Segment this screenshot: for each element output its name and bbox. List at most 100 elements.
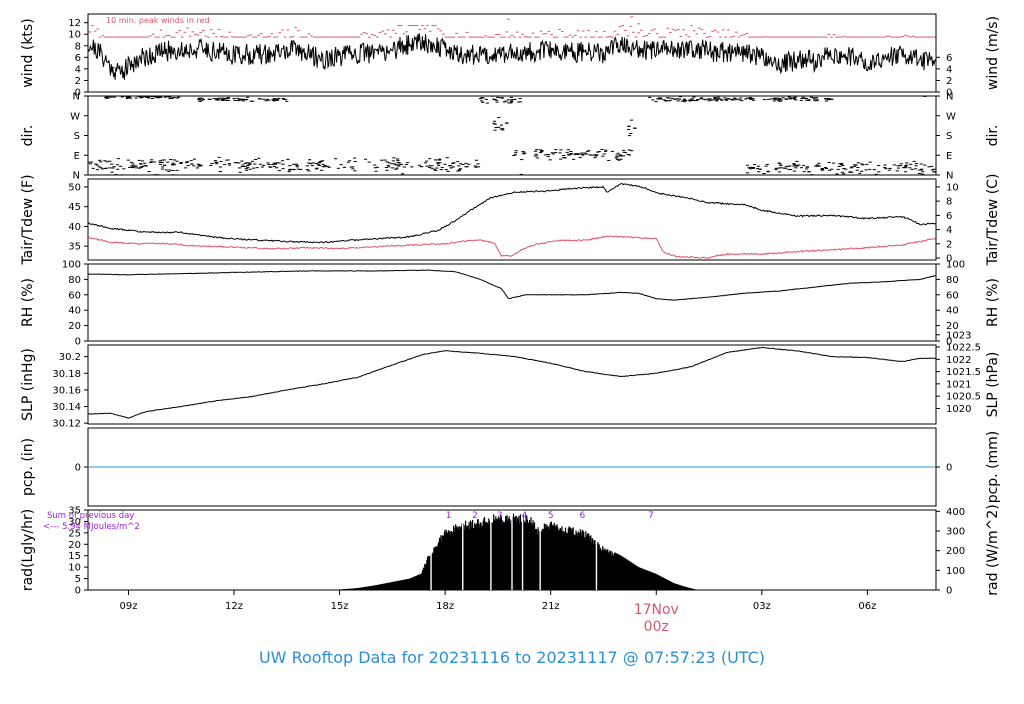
left-tick-label: 20 xyxy=(68,321,81,332)
left-tick-label: W xyxy=(70,111,80,122)
left-tick-label: 40 xyxy=(68,222,81,233)
x-tick-label: 06z xyxy=(858,601,876,612)
right-tick-label: 0 xyxy=(946,337,952,348)
right-tick-label: W xyxy=(946,111,956,122)
right-tick-label: 1021 xyxy=(946,379,971,390)
left-tick-label: 8 xyxy=(75,41,81,52)
x-tick-label: 09z xyxy=(119,601,137,612)
left-tick-label: 4 xyxy=(75,64,81,75)
left-axis-label: dir. xyxy=(20,125,36,147)
left-tick-label: 0 xyxy=(75,88,81,99)
right-tick-label: 0 xyxy=(946,586,952,597)
peak-wind-note: 10 min. peak winds in red xyxy=(106,16,210,25)
left-tick-label: 0 xyxy=(75,337,81,348)
panel-frame xyxy=(87,344,937,425)
hour-mark-label: 1 xyxy=(446,511,452,521)
left-tick-label: 35 xyxy=(68,506,81,517)
panel-rad: rad(Lgly/hr) rad (W/m^2)05101520253035010… xyxy=(20,504,1001,596)
left-tick-label: 25 xyxy=(68,528,81,539)
right-axis-label: SLP (hPa) xyxy=(985,352,1001,418)
right-tick-label: 400 xyxy=(946,507,965,518)
left-tick-label: 12 xyxy=(68,18,81,29)
left-tick-label: 60 xyxy=(68,290,81,301)
x-tick-label: 18z xyxy=(436,601,454,612)
right-tick-label: 4 xyxy=(946,64,952,75)
x-tick-label: 21z xyxy=(542,601,560,612)
right-tick-label: 6 xyxy=(946,53,952,64)
panel-series xyxy=(88,96,936,175)
day-marker-hour: 00z xyxy=(644,619,669,635)
right-tick-label: 10 xyxy=(946,182,959,193)
right-tick-label: S xyxy=(946,131,952,142)
right-tick-label: 40 xyxy=(946,306,959,317)
left-axis-label: rad(Lgly/hr) xyxy=(20,509,36,591)
right-tick-label: 8 xyxy=(946,197,952,208)
x-tick-label: 03z xyxy=(753,601,771,612)
day-marker-date: 17Nov xyxy=(634,602,679,618)
right-tick-label: 0 xyxy=(946,463,952,474)
right-tick-label: 1021.5 xyxy=(946,367,981,378)
hour-mark-label: 2 xyxy=(472,511,478,521)
hour-mark-label: 3 xyxy=(497,511,503,521)
right-tick-label: 0 xyxy=(946,88,952,99)
hour-mark-label: 4 xyxy=(521,511,527,521)
right-tick-label: 20 xyxy=(946,321,959,332)
left-tick-label: N xyxy=(73,171,80,182)
right-tick-label: 300 xyxy=(946,527,965,538)
series-line-rh xyxy=(88,269,936,301)
rad-sum-value: <--- 5.94 MJoules/m^2 xyxy=(43,522,140,532)
right-axis-label: dir. xyxy=(985,125,1001,147)
right-tick-label: 1022 xyxy=(946,355,971,366)
left-tick-label: 40 xyxy=(68,306,81,317)
right-axis-label: RH (%) xyxy=(985,278,1001,327)
right-tick-label: 1020 xyxy=(946,404,971,415)
x-tick-label: 15z xyxy=(331,601,349,612)
left-tick-label: 30.12 xyxy=(52,419,81,430)
left-tick-label: E xyxy=(74,151,80,162)
left-tick-label: 20 xyxy=(68,540,81,551)
left-tick-label: 100 xyxy=(62,260,81,271)
left-tick-label: 35 xyxy=(68,242,81,253)
left-tick-label: 30.2 xyxy=(59,352,81,363)
left-tick-label: 6 xyxy=(75,53,81,64)
right-tick-label: 60 xyxy=(946,290,959,301)
panel-series xyxy=(88,346,936,419)
right-axis-label: wind (m/s) xyxy=(985,16,1001,90)
left-tick-label: N xyxy=(73,92,80,103)
right-tick-label: 4 xyxy=(946,225,952,236)
right-tick-label: N xyxy=(946,92,953,103)
right-tick-label: 100 xyxy=(946,260,965,271)
right-tick-label: 1020.5 xyxy=(946,392,981,403)
page-title: UW Rooftop Data for 20231116 to 20231117… xyxy=(258,648,766,667)
left-tick-label: 30 xyxy=(68,517,81,528)
left-tick-label: 15 xyxy=(68,551,81,562)
hour-mark-label: 7 xyxy=(648,511,654,521)
right-tick-label: 2 xyxy=(946,76,952,87)
right-tick-label: 0 xyxy=(946,254,952,265)
right-tick-label: 200 xyxy=(946,546,965,557)
right-axis-label: pcp. (mm) xyxy=(985,431,1001,504)
right-tick-label: 1022.5 xyxy=(946,342,981,353)
right-tick-label: 6 xyxy=(946,211,952,222)
series-line-tdew xyxy=(88,235,936,259)
series-line-tair xyxy=(88,183,936,244)
panel-frame xyxy=(87,178,937,261)
panel-frame xyxy=(87,13,937,93)
rad-sum-note: Sum of previous day xyxy=(47,511,134,521)
series-line-slp xyxy=(88,346,936,419)
left-tick-label: S xyxy=(74,131,80,142)
panel-series xyxy=(332,513,702,590)
left-tick-label: 30.18 xyxy=(52,369,81,380)
left-axis-label: Tair/Tdew (F) xyxy=(20,174,36,265)
x-tick-label: 12z xyxy=(225,601,243,612)
right-axis-label: rad (W/m^2) xyxy=(985,504,1001,595)
hour-mark-label: 5 xyxy=(548,511,554,521)
series-line-wind xyxy=(88,33,936,80)
left-axis-label: wind (kts) xyxy=(20,18,36,87)
left-axis-label: SLP (inHg) xyxy=(20,348,36,421)
left-axis-label: RH (%) xyxy=(20,278,36,327)
